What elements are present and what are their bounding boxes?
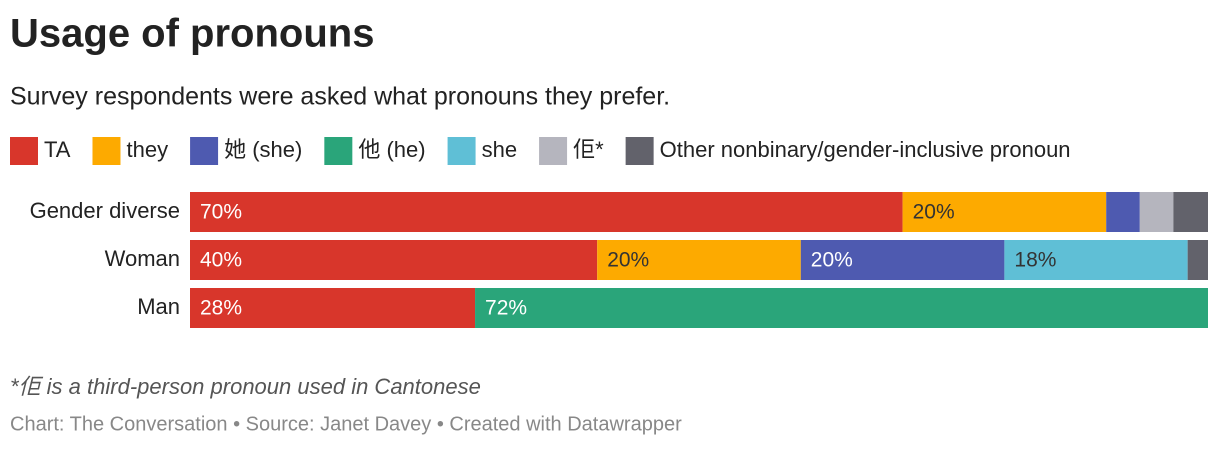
legend-swatch bbox=[92, 137, 121, 165]
bar-segment bbox=[1004, 240, 1188, 280]
legend-swatch bbox=[539, 137, 568, 165]
legend-label: she bbox=[482, 137, 517, 162]
value-label: 20% bbox=[913, 201, 955, 224]
bar-segment bbox=[475, 288, 1208, 328]
bar-segment bbox=[902, 192, 1107, 232]
bar-segment bbox=[190, 192, 903, 232]
legend-label: Other nonbinary/gender-inclusive pronoun bbox=[660, 137, 1071, 162]
bar-segment bbox=[190, 288, 476, 328]
note: *佢 is a third-person pronoun used in Can… bbox=[10, 374, 481, 399]
value-label: 70% bbox=[200, 201, 242, 224]
legend-label: 她 (she) bbox=[224, 137, 302, 162]
legend-swatch bbox=[190, 137, 219, 165]
value-label: 28% bbox=[200, 297, 242, 320]
category-label: Man bbox=[137, 294, 180, 319]
legend-label: 佢* bbox=[573, 137, 604, 162]
legend-swatch bbox=[625, 137, 654, 165]
bar-segment bbox=[190, 240, 598, 280]
legend-label: TA bbox=[44, 137, 71, 162]
legend-swatch bbox=[10, 137, 38, 165]
bar-segment bbox=[800, 240, 1005, 280]
bar-segment bbox=[1139, 192, 1174, 232]
legend-swatch bbox=[324, 137, 353, 165]
chart-subtitle: Survey respondents were asked what prono… bbox=[10, 83, 670, 111]
legend-label: 他 (he) bbox=[358, 137, 425, 162]
chart-title: Usage of pronouns bbox=[10, 12, 374, 56]
source: Chart: The Conversation • Source: Janet … bbox=[10, 413, 682, 435]
value-label: 72% bbox=[485, 297, 527, 320]
bar-segment bbox=[1173, 192, 1208, 232]
value-label: 20% bbox=[607, 249, 649, 272]
bar-segment bbox=[1106, 192, 1140, 232]
category-label: Gender diverse bbox=[30, 198, 180, 223]
value-label: 20% bbox=[811, 249, 853, 272]
category-label: Woman bbox=[105, 246, 180, 271]
value-label: 40% bbox=[200, 249, 242, 272]
legend-label: they bbox=[126, 137, 168, 162]
legend-swatch bbox=[447, 137, 476, 165]
bar-segment bbox=[597, 240, 801, 280]
value-label: 18% bbox=[1014, 249, 1056, 272]
bar-segment bbox=[1187, 240, 1208, 280]
